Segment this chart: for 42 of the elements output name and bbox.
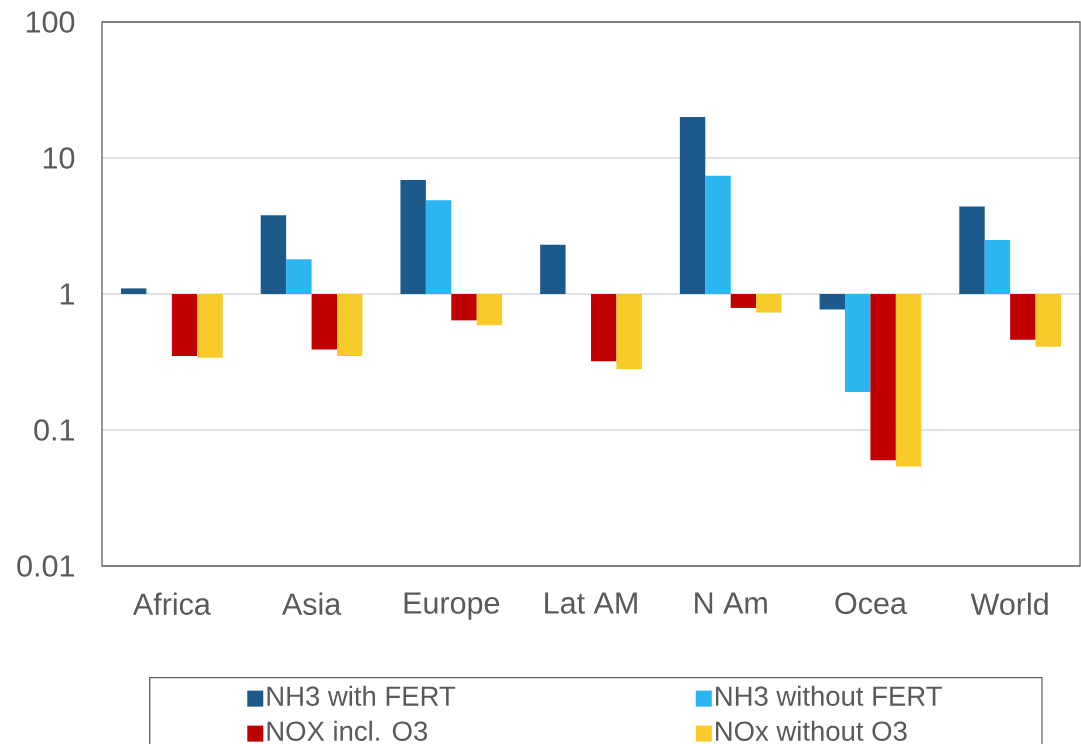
bar	[400, 179, 426, 294]
bar	[984, 239, 1011, 294]
legend-label: NOx without O3	[716, 720, 907, 741]
bar	[679, 117, 706, 294]
bar	[959, 206, 985, 294]
x-tick-label: World	[970, 592, 1048, 615]
x-tick-label: Lat AM	[545, 592, 637, 614]
bar	[845, 294, 871, 393]
y-tick-label: 0.01	[17, 555, 74, 577]
x-tick-label: N Am	[695, 592, 767, 614]
y-tick-label: 10	[43, 147, 75, 169]
y-tick-label: 1	[60, 283, 74, 305]
bar	[540, 244, 566, 294]
x-tick-label: Africa	[132, 592, 211, 615]
bar	[895, 294, 922, 467]
bar	[171, 294, 198, 357]
bar	[870, 294, 896, 461]
legend-label: NOX incl. O3	[267, 720, 428, 741]
bar	[591, 294, 617, 362]
legend-label: NH3 with FERT	[267, 685, 456, 706]
legend-label: NH3 without FERT	[716, 685, 942, 706]
bar	[616, 294, 642, 370]
bar	[819, 294, 846, 310]
bar	[286, 259, 312, 294]
bar	[311, 294, 337, 350]
bar	[197, 294, 223, 358]
x-tick-label: Ocea	[835, 592, 907, 615]
bar	[476, 294, 503, 326]
bar	[1010, 294, 1036, 340]
bar	[337, 294, 363, 357]
bar	[260, 215, 287, 294]
bar	[730, 294, 757, 308]
bar	[705, 175, 731, 294]
x-tick-label: Europe	[404, 592, 500, 620]
bar	[756, 294, 782, 313]
y-tick-label: 100	[26, 11, 75, 33]
bar	[121, 288, 147, 294]
bar	[1035, 294, 1062, 347]
y-tick-label: 0.1	[34, 419, 74, 441]
bar	[425, 200, 452, 294]
bar	[451, 294, 477, 321]
x-tick-label: Asia	[281, 592, 342, 615]
